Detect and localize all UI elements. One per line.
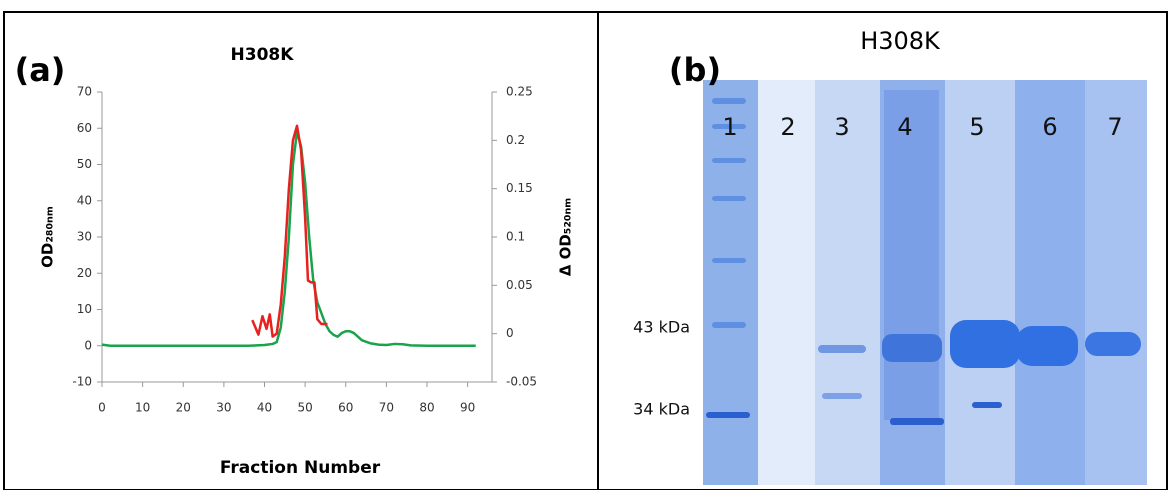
x-tick-label: 10 xyxy=(135,401,150,415)
y-tick-label: 40 xyxy=(77,193,92,207)
lane-label: 6 xyxy=(1042,113,1057,141)
marker-label: 43 kDa xyxy=(633,318,690,337)
gel-band xyxy=(950,320,1020,368)
gel-band xyxy=(818,345,866,353)
gel-band xyxy=(972,402,1002,408)
chart-title: H308K xyxy=(231,45,295,65)
y-tick-label: 20 xyxy=(77,266,92,280)
lane-label: 2 xyxy=(780,113,795,141)
ladder-bands xyxy=(712,98,746,328)
gel-lane xyxy=(758,80,815,485)
y-tick-label: 70 xyxy=(77,85,92,99)
x-tick-label: 60 xyxy=(338,401,353,415)
gel-band xyxy=(1085,332,1141,356)
y2-tick-label: 0 xyxy=(506,326,514,340)
x-tick-label: 30 xyxy=(216,401,231,415)
y2-tick-label: 0.1 xyxy=(506,230,525,244)
gel-lane xyxy=(815,80,880,485)
y-tick-label: 50 xyxy=(77,157,92,171)
y2-tick-label: 0.05 xyxy=(506,278,533,292)
gel-band xyxy=(890,418,944,425)
x-tick-label: 50 xyxy=(297,401,312,415)
data-line xyxy=(101,130,476,347)
data-line xyxy=(251,124,328,338)
y-tick-label: 10 xyxy=(77,302,92,316)
x-tick-label: 0 xyxy=(98,401,106,415)
gel-band xyxy=(822,393,862,399)
lane-label: 7 xyxy=(1107,113,1122,141)
lane-label: 1 xyxy=(722,113,737,141)
lane-label: 5 xyxy=(969,113,984,141)
x-tick-label: 40 xyxy=(257,401,272,415)
gel-lane xyxy=(1015,80,1085,485)
panel-label: (a) xyxy=(15,51,66,89)
gel-lane xyxy=(945,80,1015,485)
panel-title: H308K xyxy=(860,27,941,55)
gel-band xyxy=(706,412,750,418)
lane-label: 3 xyxy=(834,113,849,141)
plot-area: -10 0 10 20 30 40 50 60 70 -0.05 0 0.05 0.1 0.15 0.2 0.… xyxy=(72,85,537,415)
x-tick-label: 80 xyxy=(419,401,434,415)
x-tick-label: 20 xyxy=(176,401,191,415)
y-tick-label: 0 xyxy=(84,338,92,352)
y2-tick-label: 0.15 xyxy=(506,181,533,195)
gel-lane xyxy=(1085,80,1147,485)
y-tick-label: 30 xyxy=(77,230,92,244)
x-tick-label: 90 xyxy=(460,401,475,415)
gel-labels: 1 2 3 4 5 6 7 43 kDa 34 kDa xyxy=(633,113,1122,419)
y-tick-label: 60 xyxy=(77,121,92,135)
lane-label: 4 xyxy=(897,113,912,141)
y2-tick-label: -0.05 xyxy=(506,375,537,389)
marker-label: 34 kDa xyxy=(633,400,690,419)
gel-smear xyxy=(884,90,939,420)
x-axis-label: Fraction Number xyxy=(220,458,381,478)
y2-tick-label: 0.2 xyxy=(506,133,525,147)
panel-label: (b) xyxy=(669,51,721,89)
x-tick-label: 70 xyxy=(379,401,394,415)
y2-tick-label: 0.25 xyxy=(506,85,533,99)
y2-axis-label: Δ OD₅₂₀ₙₘ xyxy=(557,198,575,277)
gel-image xyxy=(703,80,1147,485)
gel-band xyxy=(1016,326,1078,366)
y-tick-label: -10 xyxy=(72,375,92,389)
gel-band xyxy=(882,334,942,362)
y-axis-label: OD₂₈₀ₙₘ xyxy=(39,206,57,268)
